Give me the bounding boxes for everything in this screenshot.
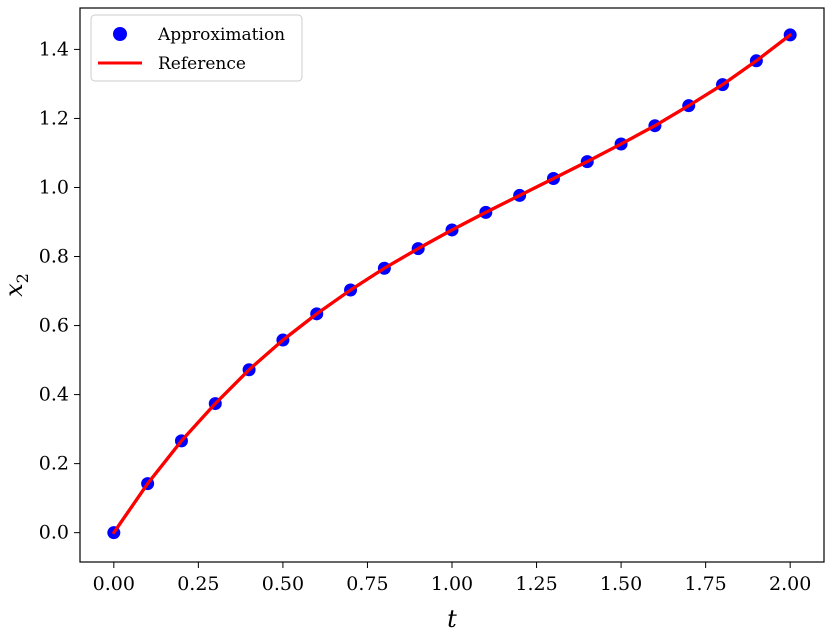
legend: Approximation Reference bbox=[90, 14, 303, 82]
y-tick-label: 1.2 bbox=[39, 107, 69, 129]
plot-frame bbox=[79, 7, 825, 563]
legend-label-approximation: Approximation bbox=[157, 25, 285, 45]
y-axis: 0.0 0.2 0.4 0.6 0.8 1.0 1.2 1.4 bbox=[39, 38, 80, 544]
y-tick-label: 0.6 bbox=[39, 315, 69, 337]
y-tick-label: 0.0 bbox=[39, 522, 69, 544]
y-tick-label: 1.0 bbox=[39, 176, 69, 198]
plot-area bbox=[107, 28, 797, 540]
x-tick-label: 1.50 bbox=[600, 573, 642, 595]
x-tick-label: 0.75 bbox=[346, 573, 388, 595]
legend-box bbox=[90, 14, 303, 82]
y-tick-label: 0.2 bbox=[39, 453, 69, 475]
y-tick-label: 0.8 bbox=[39, 246, 69, 268]
x-tick-label: 1.25 bbox=[515, 573, 557, 595]
y-tick-label: 0.4 bbox=[39, 384, 69, 406]
x-axis: 0.00 0.25 0.50 0.75 1.00 1.25 1.50 1.75 2.00 bbox=[93, 562, 811, 595]
legend-label-reference: Reference bbox=[158, 54, 246, 74]
x-tick-label: 0.50 bbox=[262, 573, 304, 595]
legend-marker-approximation bbox=[113, 27, 127, 41]
x-axis-label: t bbox=[447, 605, 457, 633]
x-tick-label: 1.00 bbox=[431, 573, 473, 595]
y-axis-label-base: x bbox=[0, 283, 28, 297]
y-axis-label-subscript: 2 bbox=[13, 273, 32, 283]
x-tick-label: 2.00 bbox=[769, 573, 811, 595]
x-tick-label: 0.00 bbox=[93, 573, 135, 595]
reference-line-overlay bbox=[112, 33, 792, 535]
x-tick-label: 1.75 bbox=[684, 573, 726, 595]
y-axis-label: x2 bbox=[0, 273, 32, 297]
x-tick-label: 0.25 bbox=[177, 573, 219, 595]
y-tick-label: 1.4 bbox=[39, 38, 69, 60]
